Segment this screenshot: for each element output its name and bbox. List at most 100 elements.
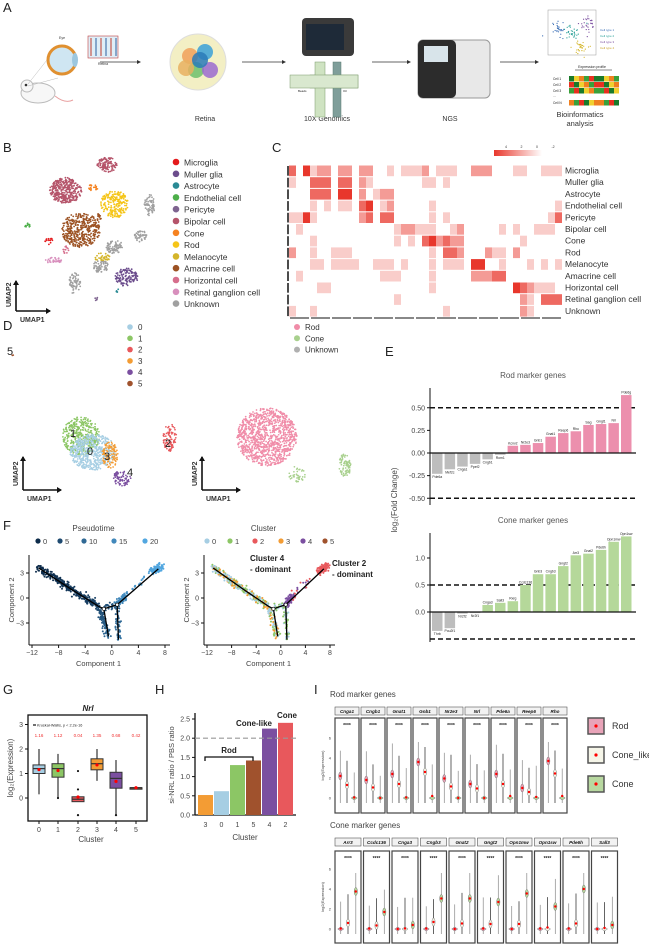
mini-point	[573, 35, 575, 37]
cell-point	[265, 424, 268, 427]
cell-point	[283, 448, 286, 450]
cell-point	[164, 446, 167, 449]
mini-heatmap-cell	[604, 82, 609, 88]
cell-point	[97, 227, 100, 230]
cell-point	[261, 438, 264, 441]
cell-point	[82, 427, 85, 429]
heatmap-cell	[429, 224, 436, 235]
mini-heatmap-cell	[614, 76, 619, 82]
cell-point	[252, 428, 254, 430]
cell-point	[129, 477, 132, 480]
cell-point	[286, 433, 288, 436]
cell-point	[73, 189, 76, 192]
cell-point	[273, 422, 276, 425]
cell-point	[296, 480, 298, 483]
cell-point	[72, 449, 75, 452]
cell-point	[274, 440, 276, 442]
cell-point	[104, 258, 107, 261]
cell-point	[110, 162, 113, 165]
workflow-diagram	[20, 9, 619, 118]
cell-point	[274, 434, 276, 437]
cell-point	[77, 434, 79, 437]
cell-point	[262, 408, 265, 411]
cell-point	[243, 434, 245, 437]
cell-point	[150, 201, 153, 204]
cell-point	[167, 426, 169, 429]
cell-point	[86, 596, 89, 599]
mini-heatmap-cell	[574, 82, 579, 88]
cell-point	[115, 246, 118, 249]
cell-point	[80, 416, 82, 419]
cell-point	[62, 248, 65, 251]
cell-point	[90, 429, 93, 432]
cell-point	[169, 442, 172, 445]
cell-point	[80, 226, 82, 229]
heatmap-cell	[408, 235, 415, 247]
cell-point	[89, 443, 92, 446]
cell-point	[281, 434, 283, 437]
cell-point	[254, 455, 256, 457]
cell-point	[72, 459, 75, 462]
cell-point	[247, 421, 249, 424]
heatmap-cell	[443, 177, 450, 188]
bar	[583, 553, 594, 612]
cell-point	[138, 240, 141, 243]
cell-point	[289, 474, 292, 477]
cell-point	[87, 420, 89, 422]
cell-point	[249, 419, 252, 421]
cell-point	[129, 475, 131, 478]
heatmap-cell	[296, 224, 303, 235]
cell-point	[120, 202, 123, 205]
cell-point	[343, 461, 346, 464]
cell-point	[146, 197, 149, 200]
bar	[621, 536, 632, 612]
cell-point	[68, 428, 71, 431]
cell-point	[52, 183, 54, 185]
cell-point	[95, 605, 98, 608]
panel-label-b: B	[3, 140, 12, 155]
cell-point	[76, 284, 78, 286]
cell-point	[99, 447, 102, 450]
cell-point	[295, 438, 297, 441]
cell-point	[342, 472, 345, 475]
cell-point	[117, 198, 120, 201]
heatmap-cell	[541, 259, 548, 270]
heatmap-cell	[499, 259, 506, 270]
cell-point	[57, 195, 60, 198]
cell-point	[100, 451, 103, 454]
cell-1-label: Cell 1	[553, 77, 561, 81]
heatmap-cell	[373, 259, 380, 270]
cell-point	[90, 467, 92, 470]
cell-point	[126, 481, 128, 484]
cell-point	[66, 217, 69, 219]
cell-point	[87, 422, 89, 425]
cell-point	[278, 448, 281, 451]
cell-point	[98, 466, 100, 469]
cell-point	[118, 482, 121, 485]
cell-point	[275, 424, 278, 427]
heatmap-cell	[289, 305, 296, 317]
cell-point	[74, 224, 77, 227]
mini-heatmap-cell	[579, 88, 584, 94]
cell-point	[166, 447, 168, 450]
cell-point	[117, 251, 120, 254]
cell-point	[172, 425, 175, 428]
cell-point	[89, 220, 92, 223]
step-label-retina: Retina	[195, 116, 215, 123]
cell-point	[244, 450, 247, 453]
mini-point	[583, 45, 585, 47]
mini-point	[581, 47, 583, 49]
cell-point	[245, 425, 247, 428]
cell-point	[70, 426, 72, 428]
cell-point	[264, 449, 266, 451]
cell-point	[78, 246, 81, 249]
heatmap-cell	[443, 165, 450, 177]
cell-point	[94, 299, 97, 302]
mini-point	[556, 24, 558, 27]
cell-point	[137, 231, 140, 234]
bar	[570, 431, 582, 453]
cell-point	[97, 226, 100, 229]
heatmap-cell	[380, 259, 387, 270]
cell-point	[174, 432, 176, 435]
step-label-10x: 10X Genomics	[304, 116, 350, 123]
